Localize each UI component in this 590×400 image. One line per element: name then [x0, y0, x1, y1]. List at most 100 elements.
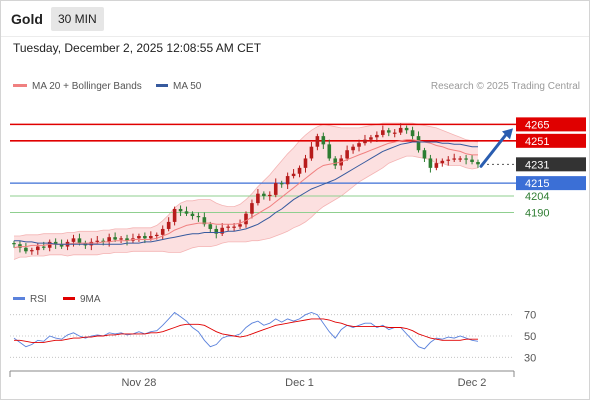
level-box-4251 [516, 133, 586, 148]
candle-body [422, 150, 427, 159]
candle-body [137, 236, 141, 239]
candle-body [321, 136, 326, 145]
candle-body [410, 130, 415, 137]
legend-rsi-swatch [13, 296, 25, 300]
candle-body [291, 173, 296, 177]
candle-body [77, 238, 82, 244]
candle-body [125, 238, 129, 241]
timeframe-button[interactable]: 30 MIN [51, 7, 104, 31]
candle-body [47, 241, 52, 248]
level-box-4215 [516, 176, 586, 191]
level-label-4190: 4190 [525, 208, 549, 220]
level-box-4231 [516, 157, 586, 172]
candle-body [214, 228, 219, 234]
candle-body [398, 127, 403, 133]
projection-arrow-shaft [479, 131, 509, 168]
top-bar: Gold 30 MIN [0, 0, 590, 36]
candle-body [232, 226, 236, 228]
candle-body [35, 246, 40, 251]
candle-body [95, 240, 100, 242]
candle-body [386, 130, 391, 133]
candle-body [363, 139, 367, 144]
bollinger-lower-line [13, 155, 479, 260]
candle-body [256, 193, 260, 204]
candle-body [381, 130, 385, 135]
candle-body [53, 241, 58, 245]
candle-body [303, 158, 308, 168]
candle-body [262, 193, 266, 197]
candle-body [440, 160, 445, 164]
candle-body [101, 240, 106, 242]
candle-body [71, 238, 76, 242]
level-label-4231: 4231 [525, 159, 549, 171]
candle-body [279, 183, 284, 185]
x-tick-label: Dec 1 [285, 377, 314, 389]
chart-datetime: Tuesday, December 2, 2025 12:08:55 AM CE… [13, 41, 262, 55]
candle-body [190, 213, 195, 217]
level-label-4215: 4215 [525, 178, 549, 190]
candle-body [273, 183, 278, 195]
candle-body [143, 236, 147, 239]
level-box-4265 [516, 117, 586, 132]
rsi-tick-50: 50 [524, 331, 536, 343]
candle-body [160, 228, 165, 235]
legend-rsi-ma-swatch [63, 296, 75, 300]
candle-body [250, 203, 254, 214]
candle-body [333, 158, 338, 166]
candle-body [208, 224, 213, 229]
legend-rsi-ma: 9MA [63, 294, 101, 305]
candle-body [172, 208, 177, 222]
candle-body [89, 241, 94, 246]
candle-body [267, 194, 272, 197]
candle-body [458, 158, 462, 160]
bollinger-band-fill [14, 123, 478, 260]
candle-body [166, 221, 171, 229]
level-label-4251: 4251 [525, 136, 549, 148]
candle-body [470, 159, 474, 162]
legend-ma50-swatch [156, 83, 168, 87]
candle-body [238, 224, 242, 227]
legend-rsi-ma-label: 9MA [80, 294, 101, 305]
candle-body [119, 238, 123, 240]
candle-body [446, 159, 451, 161]
candle-body [113, 237, 117, 240]
x-tick-label: Dec 2 [458, 377, 487, 389]
candle-body [452, 158, 457, 160]
candle-body [345, 150, 349, 159]
x-tick-label: Nov 28 [121, 377, 156, 389]
candle-body [309, 146, 314, 159]
legend-ma50-label: MA 50 [173, 81, 202, 92]
candle-body [404, 127, 409, 131]
candle-body [30, 250, 34, 252]
copyright-text: Research © 2025 Trading Central [430, 81, 580, 92]
legend-ma20: MA 20 + Bollinger Bands [13, 81, 142, 92]
candle-body [351, 146, 355, 151]
candle-body [220, 227, 225, 234]
candle-body [59, 244, 64, 247]
ma50-line [14, 141, 478, 245]
legend-rsi: RSI [13, 294, 47, 305]
candle-body [18, 244, 22, 248]
legend-ma20-label: MA 20 + Bollinger Bands [32, 81, 142, 92]
instrument-title: Gold [11, 11, 43, 27]
candle-body [392, 132, 397, 134]
candle-body [107, 237, 111, 242]
candle-body [202, 217, 207, 225]
level-label-4265: 4265 [525, 119, 549, 131]
candle-body [464, 158, 468, 160]
candle-body [416, 136, 421, 151]
candle-body [178, 208, 183, 212]
rsi-tick-30: 30 [524, 352, 536, 364]
candle-body [12, 243, 16, 245]
candle-body [154, 234, 159, 237]
candle-body [428, 158, 433, 168]
legend-ma50: MA 50 [156, 81, 201, 92]
rsi-tick-70: 70 [524, 310, 536, 322]
projection-arrowhead [502, 128, 513, 140]
legend-rsi-label: RSI [30, 294, 47, 305]
ma20-line [13, 139, 478, 249]
header-divider [0, 36, 590, 37]
candle-body [196, 216, 201, 218]
candle-body [24, 247, 28, 252]
